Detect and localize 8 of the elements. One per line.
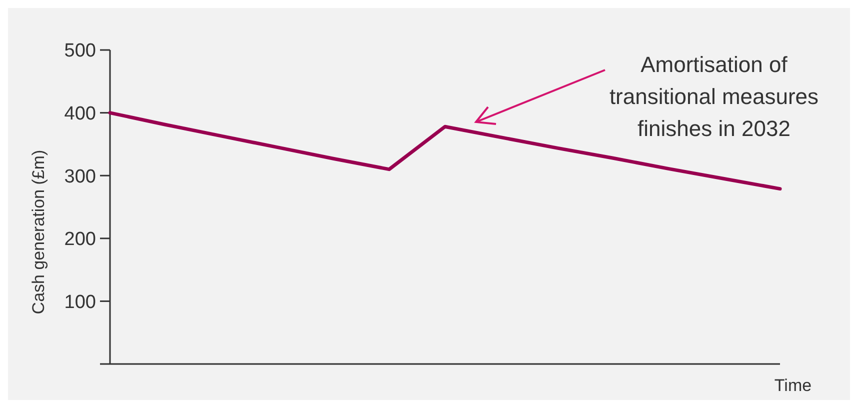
x-axis-title: Time <box>774 376 812 395</box>
y-tick-label: 100 <box>64 292 96 313</box>
y-tick-label: 500 <box>64 40 96 62</box>
annotation: Amortisation of transitional measures finishes in 2032 <box>609 52 819 141</box>
y-axis-title: Cash generation (£m) <box>29 150 48 314</box>
y-tick-label: 200 <box>64 229 96 250</box>
y-tick-label: 300 <box>64 166 96 188</box>
y-tick-label: 400 <box>64 103 96 124</box>
